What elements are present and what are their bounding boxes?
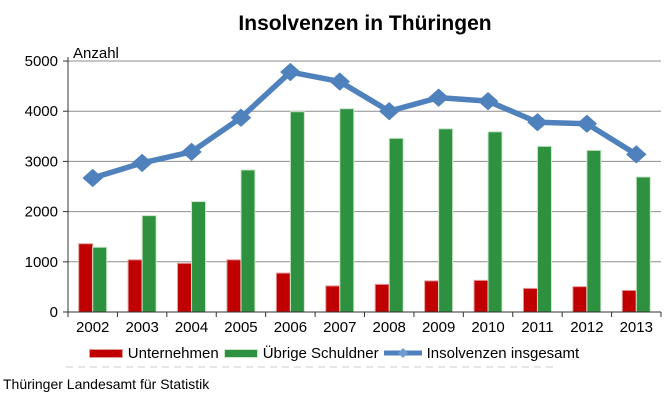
gridlines [68, 60, 661, 263]
svg-text:1000: 1000 [25, 254, 58, 271]
x-tick-label: 2013 [620, 319, 653, 336]
bar [191, 201, 207, 313]
legend-item-insgesamt: Insolvenzen insgesamt [383, 344, 580, 362]
bars-series-0 [78, 243, 637, 313]
x-tick-label: 2007 [323, 319, 356, 336]
legend-item-unternehmen: Unternehmen [88, 344, 219, 362]
diamond-marker-icon [329, 72, 351, 91]
bars-series-1 [92, 108, 651, 313]
bar [240, 169, 256, 313]
source-note: Thüringer Landesamt für Statistik [3, 376, 210, 392]
legend-label-unternehmen: Unternehmen [127, 344, 219, 362]
x-axis: 2002 2003 2004 2005 2006 2007 2008 2009 2010 2011… [67, 311, 662, 336]
bar [473, 279, 489, 313]
diamond-marker-icon [527, 113, 548, 132]
bar [536, 145, 552, 313]
diamond-marker-icon [378, 102, 400, 121]
x-tick-label: 2004 [175, 319, 208, 336]
bar [388, 137, 404, 313]
svg-text:3000: 3000 [25, 153, 58, 170]
diamond-marker-icon [181, 142, 202, 162]
total-line [91, 69, 638, 181]
bar [522, 287, 538, 313]
bar [325, 285, 341, 313]
x-tick-label: 2005 [224, 319, 257, 336]
diamond-marker-icon [477, 91, 499, 111]
legend: Unternehmen Übrige Schuldner Insolvenzen… [0, 344, 668, 362]
bar [78, 243, 94, 313]
bar [127, 259, 143, 313]
bar [487, 131, 503, 313]
uebrige-schuldner-swatch-icon [223, 348, 258, 358]
bar [226, 259, 242, 313]
legend-label-insgesamt: Insolvenzen insgesamt [426, 344, 580, 362]
insgesamt-line-marker-icon [383, 346, 422, 360]
bar [635, 176, 651, 313]
diamond-marker-icon [82, 168, 103, 188]
diamond-marker-icon [280, 62, 301, 82]
diamond-marker-icon [428, 88, 449, 107]
x-tick-label: 2012 [570, 319, 603, 336]
diamond-marker-icon [131, 153, 153, 173]
y-axis: 0 1000 2000 3000 4000 5000 [25, 53, 69, 321]
bar [438, 128, 454, 313]
total-line-series [82, 62, 647, 188]
bar [424, 280, 440, 313]
svg-text:4000: 4000 [25, 103, 58, 120]
x-tick-label: 2006 [274, 319, 307, 336]
chart-title: Insolvenzen in Thüringen [238, 12, 492, 35]
svg-text:0: 0 [50, 304, 58, 321]
diamond-marker-icon [230, 108, 252, 127]
bar [586, 149, 602, 313]
bar [374, 283, 390, 313]
bar [275, 272, 291, 313]
bar [177, 262, 193, 313]
y-axis-caption: Anzahl [73, 45, 119, 62]
bar [289, 111, 305, 313]
bar [339, 108, 355, 313]
legend-label-uebrige-schuldner: Übrige Schuldner [262, 344, 379, 362]
x-tick-label: 2011 [521, 319, 553, 336]
diamond-marker-icon [626, 145, 647, 164]
svg-text:5000: 5000 [25, 53, 58, 70]
bar [572, 286, 588, 313]
unternehmen-swatch-icon [88, 348, 123, 358]
x-tick-label: 2002 [76, 319, 109, 336]
x-tick-label: 2009 [422, 319, 455, 336]
svg-text:2000: 2000 [25, 204, 58, 221]
x-tick-label: 2003 [125, 319, 158, 336]
bar [621, 289, 637, 313]
bar [141, 215, 157, 313]
bar [92, 246, 108, 313]
legend-item-uebrige-schuldner: Übrige Schuldner [223, 344, 379, 362]
x-tick-label: 2008 [373, 319, 406, 336]
diamond-marker-icon [576, 114, 598, 133]
x-tick-label: 2010 [471, 319, 504, 336]
